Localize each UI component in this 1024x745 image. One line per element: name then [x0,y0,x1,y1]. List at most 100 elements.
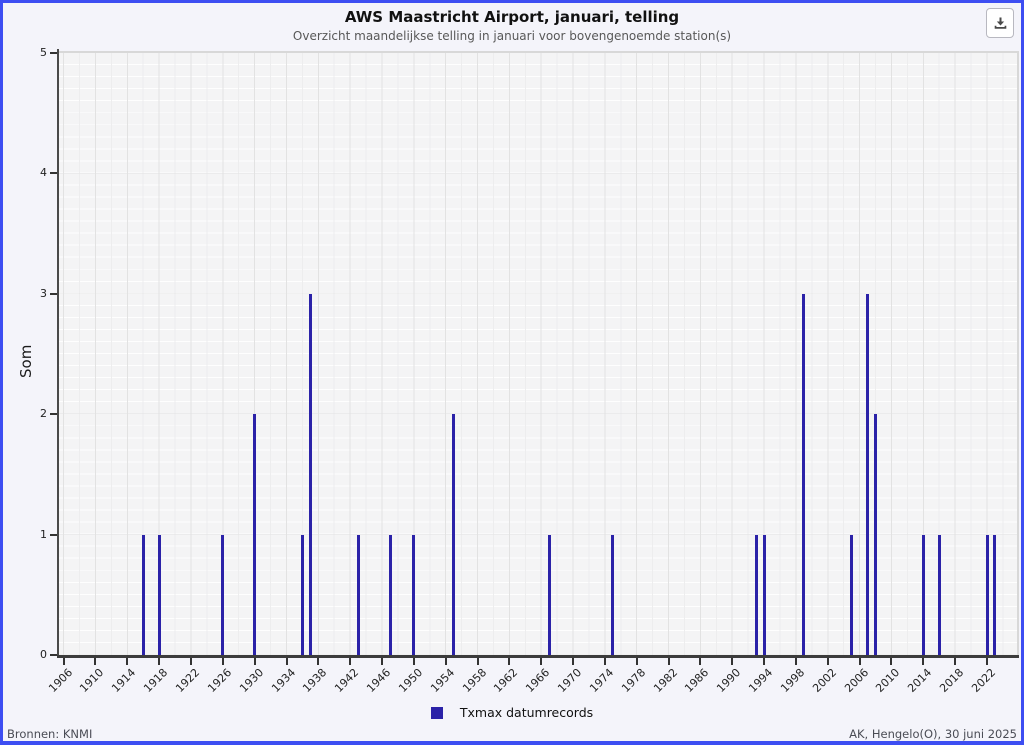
y-tick-label-1: 1 [40,527,47,541]
x-tick-label-2010: 2010 [873,666,903,695]
y-tick-3 [50,292,57,295]
x-tick-label-1934: 1934 [268,666,298,695]
y-tick-label-3: 3 [40,286,47,300]
bar-2008 [874,414,877,655]
x-tick-1946 [381,658,383,665]
x-tick-label-2006: 2006 [841,666,871,695]
x-tick-1914 [126,658,129,665]
x-tick-label-2022: 2022 [969,666,999,695]
x-tick-label-1922: 1922 [173,666,203,695]
x-tick-1934 [285,658,288,665]
bar-1926 [221,534,225,655]
x-tick-label-1926: 1926 [204,666,234,695]
author-date-stamp: AK, Hengelo(O), 30 juni 2025 [849,727,1017,741]
y-tick-label-4: 4 [40,166,47,180]
x-tick-1918 [158,658,161,665]
x-tick-2022 [986,658,988,665]
bar-1918 [157,534,161,655]
x-tick-label-1946: 1946 [364,666,394,695]
x-tick-label-1966: 1966 [523,666,553,695]
bar-1950 [412,534,416,655]
x-tick-1922 [190,658,192,665]
bar-1936 [300,534,304,655]
bar-1993 [754,534,758,655]
x-tick-1938 [317,658,320,665]
legend-swatch [430,706,443,719]
bar-1975 [611,534,615,655]
bar-1999 [802,293,806,655]
y-tick-label-2: 2 [40,407,47,421]
x-tick-label-1970: 1970 [555,666,585,695]
x-tick-label-2002: 2002 [809,666,839,695]
source-credit: Bronnen: KNMI [7,727,93,741]
x-tick-1910 [94,658,97,665]
x-tick-label-1942: 1942 [332,666,362,695]
bars-layer [59,53,1017,655]
plot-top-border [59,51,1019,53]
x-tick-1926 [221,658,224,665]
bar-1937 [308,293,312,655]
bar-2014 [921,534,925,655]
x-tick-1942 [349,658,352,665]
x-tick-1950 [412,658,415,665]
x-tick-label-1954: 1954 [427,666,457,695]
plot-right-border [1017,51,1019,657]
chart-title: AWS Maastricht Airport, januari, telling [344,8,680,26]
y-tick-label-5: 5 [40,46,47,59]
y-tick-label-0: 0 [40,648,47,661]
bar-1947 [388,534,392,655]
x-tick-2014 [922,658,925,665]
bar-1994 [762,534,766,655]
download-icon [994,16,1006,29]
y-tick-5 [50,52,57,54]
x-tick-2006 [858,658,861,665]
x-tick-label-1998: 1998 [778,666,808,695]
x-tick-label-1958: 1958 [459,666,489,695]
x-tick-label-1938: 1938 [300,666,330,695]
x-tick-label-1978: 1978 [618,666,648,695]
x-tick-1966 [540,658,543,665]
x-tick-1982 [667,658,670,665]
bar-2023 [993,534,997,655]
x-tick-1994 [763,658,766,665]
y-axis-line [57,49,59,658]
bar-2005 [850,534,854,655]
x-tick-1974 [603,658,606,665]
x-tick-1990 [731,658,734,665]
x-tick-label-2018: 2018 [937,666,967,695]
x-tick-label-2014: 2014 [905,666,935,695]
download-button[interactable] [986,8,1014,38]
x-tick-label-1974: 1974 [587,666,617,695]
bar-2007 [866,293,870,655]
x-tick-label-1990: 1990 [714,666,744,695]
y-tick-4 [50,172,57,175]
bar-1916 [141,534,145,655]
bar-2022 [985,534,989,655]
y-tick-0 [50,654,57,656]
x-tick-label-1906: 1906 [45,666,75,695]
bar-1943 [356,534,360,655]
y-axis-title: Som [17,344,35,378]
y-tick-2 [50,413,57,416]
x-tick-label-1950: 1950 [395,666,425,695]
x-tick-1906 [62,658,65,665]
x-tick-1958 [476,658,479,665]
bar-1967 [547,534,551,655]
x-tick-1986 [699,658,702,665]
legend-label: Txmax datumrecords [459,705,594,720]
x-tick-2010 [890,658,893,665]
x-tick-1970 [572,658,574,665]
x-tick-2018 [954,658,957,665]
bar-1955 [452,414,456,655]
chart-subtitle: Overzicht maandelijkse telling in januar… [292,29,732,43]
x-tick-1998 [794,658,797,665]
bar-2016 [937,534,941,655]
plot-area [59,53,1017,655]
x-tick-label-1994: 1994 [746,666,776,695]
x-tick-label-1910: 1910 [77,666,107,695]
x-axis-line [57,655,1019,658]
x-tick-1978 [635,658,638,665]
x-tick-1954 [444,658,447,665]
y-tick-1 [50,533,57,536]
